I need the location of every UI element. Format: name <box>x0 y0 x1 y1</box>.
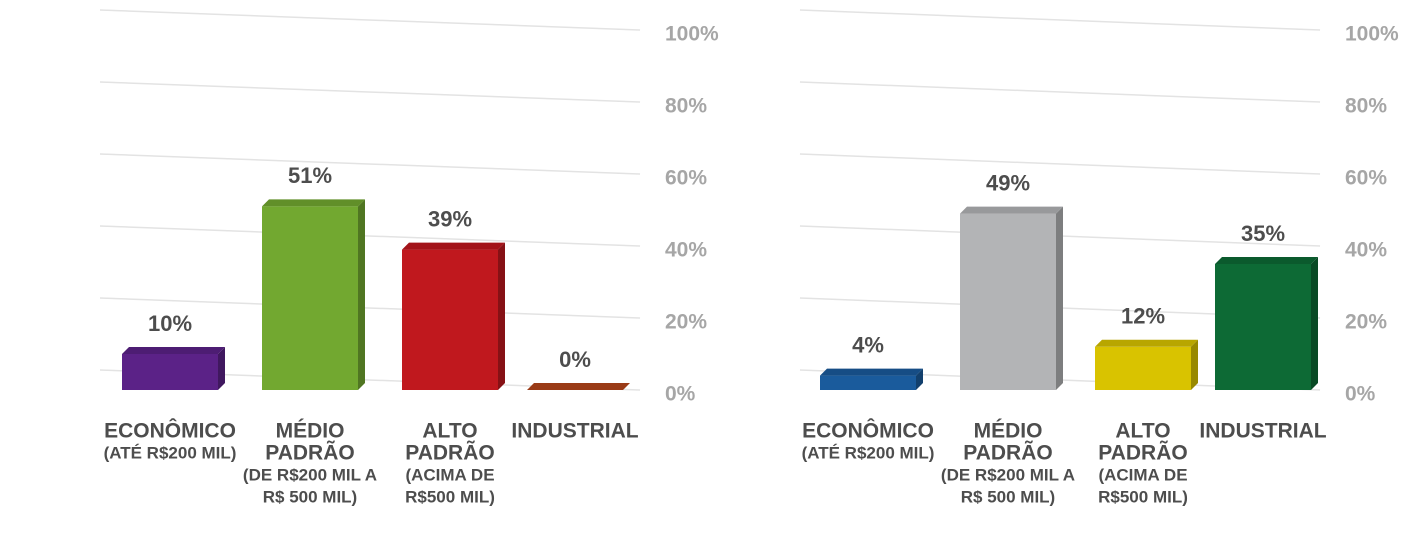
category-label: ECONÔMICO <box>802 419 934 443</box>
chart: 0% 20% 40% 60% 80% 100% 10% ECONÔMICO(ATÉ R$200… <box>100 10 719 506</box>
grid-line <box>800 82 1320 102</box>
bar-side <box>1191 340 1198 390</box>
bar-top <box>122 347 225 354</box>
bar <box>1215 257 1318 390</box>
bar-front <box>820 376 916 390</box>
y-tick-label: 100% <box>1345 23 1399 46</box>
category-label: (ACIMA DE <box>405 465 494 484</box>
category-label: PADRÃO <box>963 442 1052 465</box>
grid-line <box>100 226 640 246</box>
category-label: (DE R$200 MIL A <box>941 465 1075 484</box>
category-label: PADRÃO <box>265 442 354 465</box>
bar-front <box>122 354 218 390</box>
category-label: INDUSTRIAL <box>511 420 638 443</box>
category-label: ALTO <box>1115 420 1170 443</box>
bar-front <box>960 214 1056 390</box>
value-label: 35% <box>1241 221 1285 246</box>
bar-side <box>358 199 365 390</box>
bar <box>820 369 923 390</box>
bar <box>1095 340 1198 390</box>
grid-line <box>100 10 640 30</box>
y-tick-label: 0% <box>665 383 696 406</box>
bar-top <box>402 243 505 250</box>
category-label: R$ 500 MIL) <box>263 487 357 506</box>
y-tick-label: 40% <box>1345 239 1387 262</box>
category-label: R$500 MIL) <box>405 487 495 506</box>
y-tick-label: 40% <box>665 239 707 262</box>
chart: 0% 20% 40% 60% 80% 100% 4% ECONÔMICO(ATÉ R$200 … <box>800 10 1399 506</box>
y-tick-label: 100% <box>665 23 719 46</box>
category-label: (ATÉ R$200 MIL) <box>104 443 237 462</box>
bar-side <box>1311 257 1318 390</box>
bar-top <box>1215 257 1318 264</box>
category-label: PADRÃO <box>405 442 494 465</box>
bar-front <box>1215 264 1311 390</box>
bar <box>122 347 225 390</box>
bar <box>262 199 365 390</box>
bar <box>527 383 630 390</box>
bar-top <box>1095 340 1198 347</box>
y-tick-label: 20% <box>1345 311 1387 334</box>
y-tick-label: 60% <box>665 167 707 190</box>
bar-top <box>960 207 1063 214</box>
category-label: ECONÔMICO <box>104 419 236 443</box>
grid-line <box>100 154 640 174</box>
bar-side <box>498 243 505 390</box>
y-tick-label: 80% <box>665 95 707 118</box>
value-label: 49% <box>986 170 1030 195</box>
value-label: 51% <box>288 163 332 188</box>
value-label: 4% <box>852 332 884 357</box>
chart-page: 0%20%40%60%80%100%10%ECONÔMICO(ATÉ R$200… <box>0 0 1406 536</box>
y-tick-label: 80% <box>1345 95 1387 118</box>
bar <box>402 243 505 390</box>
bar-front <box>402 250 498 390</box>
category-label: MÉDIO <box>974 420 1043 443</box>
bar-side <box>218 347 225 390</box>
bar <box>960 207 1063 390</box>
category-label: (ATÉ R$200 MIL) <box>802 443 935 462</box>
bar-top <box>820 369 923 376</box>
bar-front <box>1095 347 1191 390</box>
value-label: 12% <box>1121 304 1165 329</box>
bar-front <box>262 206 358 390</box>
category-label: INDUSTRIAL <box>1199 420 1326 443</box>
value-label: 39% <box>428 206 472 231</box>
grid-line <box>800 154 1320 174</box>
grid-line <box>100 82 640 102</box>
bar-top <box>262 199 365 206</box>
value-label: 10% <box>148 311 192 336</box>
y-tick-label: 20% <box>665 311 707 334</box>
category-label: (ACIMA DE <box>1098 465 1187 484</box>
category-label: MÉDIO <box>276 420 345 443</box>
category-label: R$ 500 MIL) <box>961 487 1055 506</box>
bar-top <box>527 383 630 390</box>
value-label: 0% <box>559 347 591 372</box>
category-label: (DE R$200 MIL A <box>243 465 377 484</box>
grid-line <box>800 10 1320 30</box>
category-label: PADRÃO <box>1098 442 1187 465</box>
y-tick-label: 60% <box>1345 167 1387 190</box>
y-tick-label: 0% <box>1345 383 1376 406</box>
category-label: R$500 MIL) <box>1098 487 1188 506</box>
category-label: ALTO <box>422 420 477 443</box>
bar-side <box>1056 207 1063 390</box>
